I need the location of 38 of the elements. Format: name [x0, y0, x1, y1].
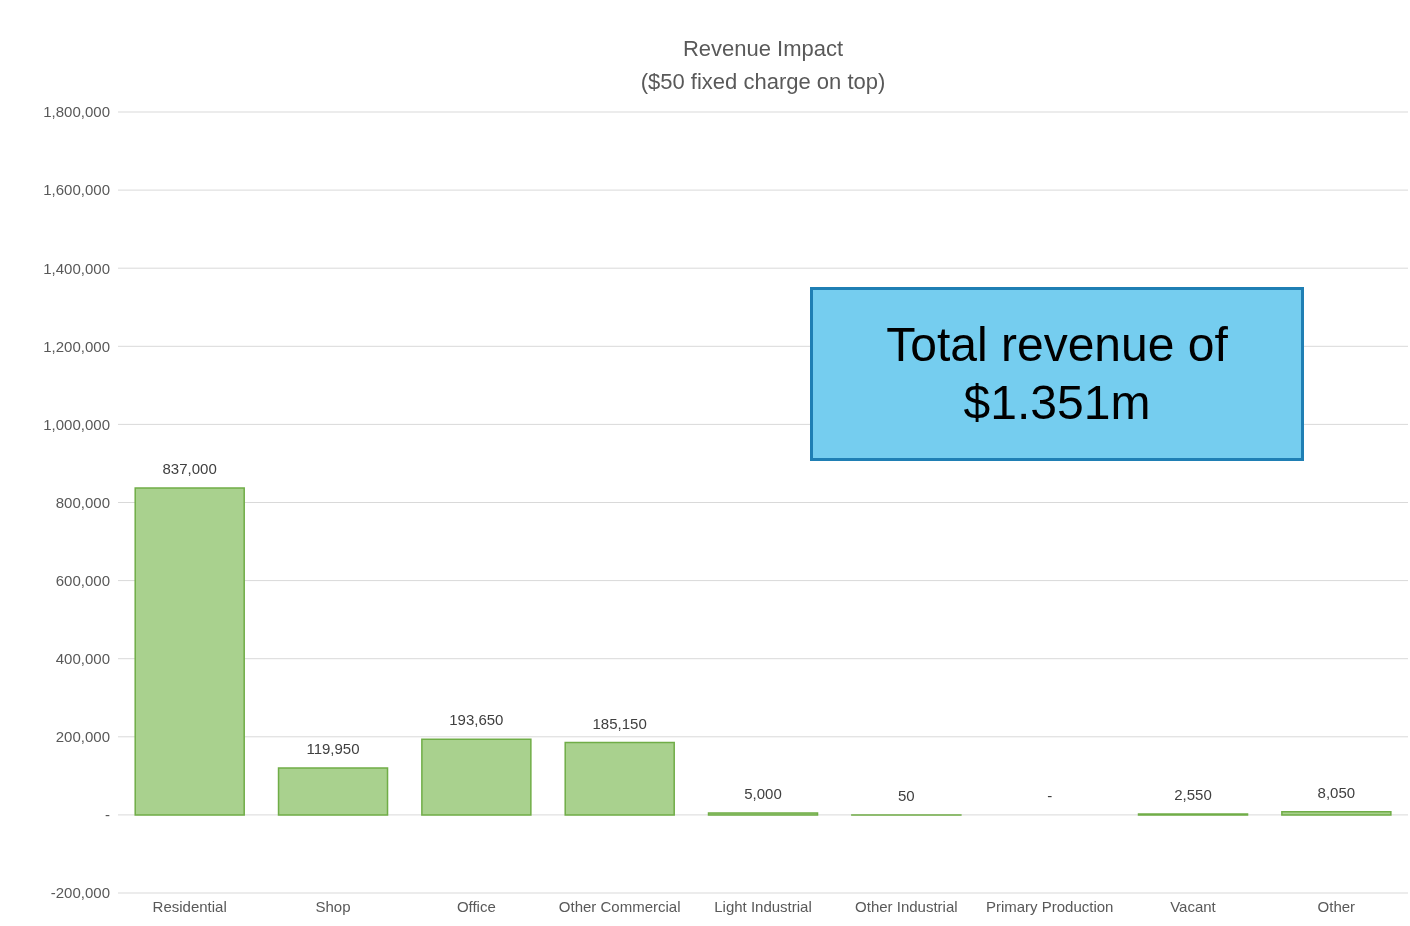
y-tick-label: 1,400,000: [43, 259, 110, 277]
x-tick-label: Other: [1317, 897, 1356, 915]
data-label: 8,050: [1316, 783, 1357, 802]
data-label: 193,650: [448, 711, 505, 730]
chart-subtitle: ($50 fixed charge on top): [639, 68, 887, 96]
y-tick-label: 1,600,000: [43, 181, 110, 199]
bar: [421, 738, 532, 816]
data-label: 119,950: [305, 740, 361, 759]
data-label: 185,150: [591, 714, 648, 733]
x-tick-label: Office: [456, 897, 496, 915]
text-box: Total revenue of $1.351m: [810, 287, 1304, 461]
chart-title: Revenue Impact: [681, 35, 845, 63]
x-tick-label: Light Industrial: [714, 897, 812, 915]
bar: [277, 767, 389, 816]
y-tick-label: 800,000: [55, 493, 110, 511]
x-tick-label: Other Industrial: [855, 897, 958, 915]
x-tick-label: Shop: [315, 897, 351, 915]
x-tick-label: Primary Production: [985, 897, 1114, 915]
y-tick-label: 200,000: [55, 728, 110, 746]
x-tick-label: Other Commercial: [558, 897, 681, 915]
data-label: 837,000: [161, 460, 218, 479]
x-tick-label: Residential: [152, 897, 227, 915]
data-label: 5,000: [743, 784, 783, 803]
data-label: -: [1046, 786, 1054, 805]
y-tick-label: -200,000: [50, 884, 110, 902]
y-tick-label: -: [105, 806, 110, 824]
y-tick-label: 400,000: [55, 650, 110, 668]
y-tick-label: 600,000: [55, 571, 110, 589]
bar: [134, 487, 245, 816]
y-tick-label: 1,200,000: [43, 337, 110, 355]
data-label: 2,550: [1173, 785, 1213, 804]
bar: [1281, 811, 1392, 816]
data-label: 50: [897, 786, 916, 805]
annotation: Total revenue of $1.351m: [885, 317, 1229, 431]
y-tick-label: 1,000,000: [43, 415, 110, 433]
x-tick-label: Vacant: [1170, 897, 1217, 915]
bar: [564, 741, 675, 816]
y-tick-label: 1,800,000: [43, 103, 110, 121]
